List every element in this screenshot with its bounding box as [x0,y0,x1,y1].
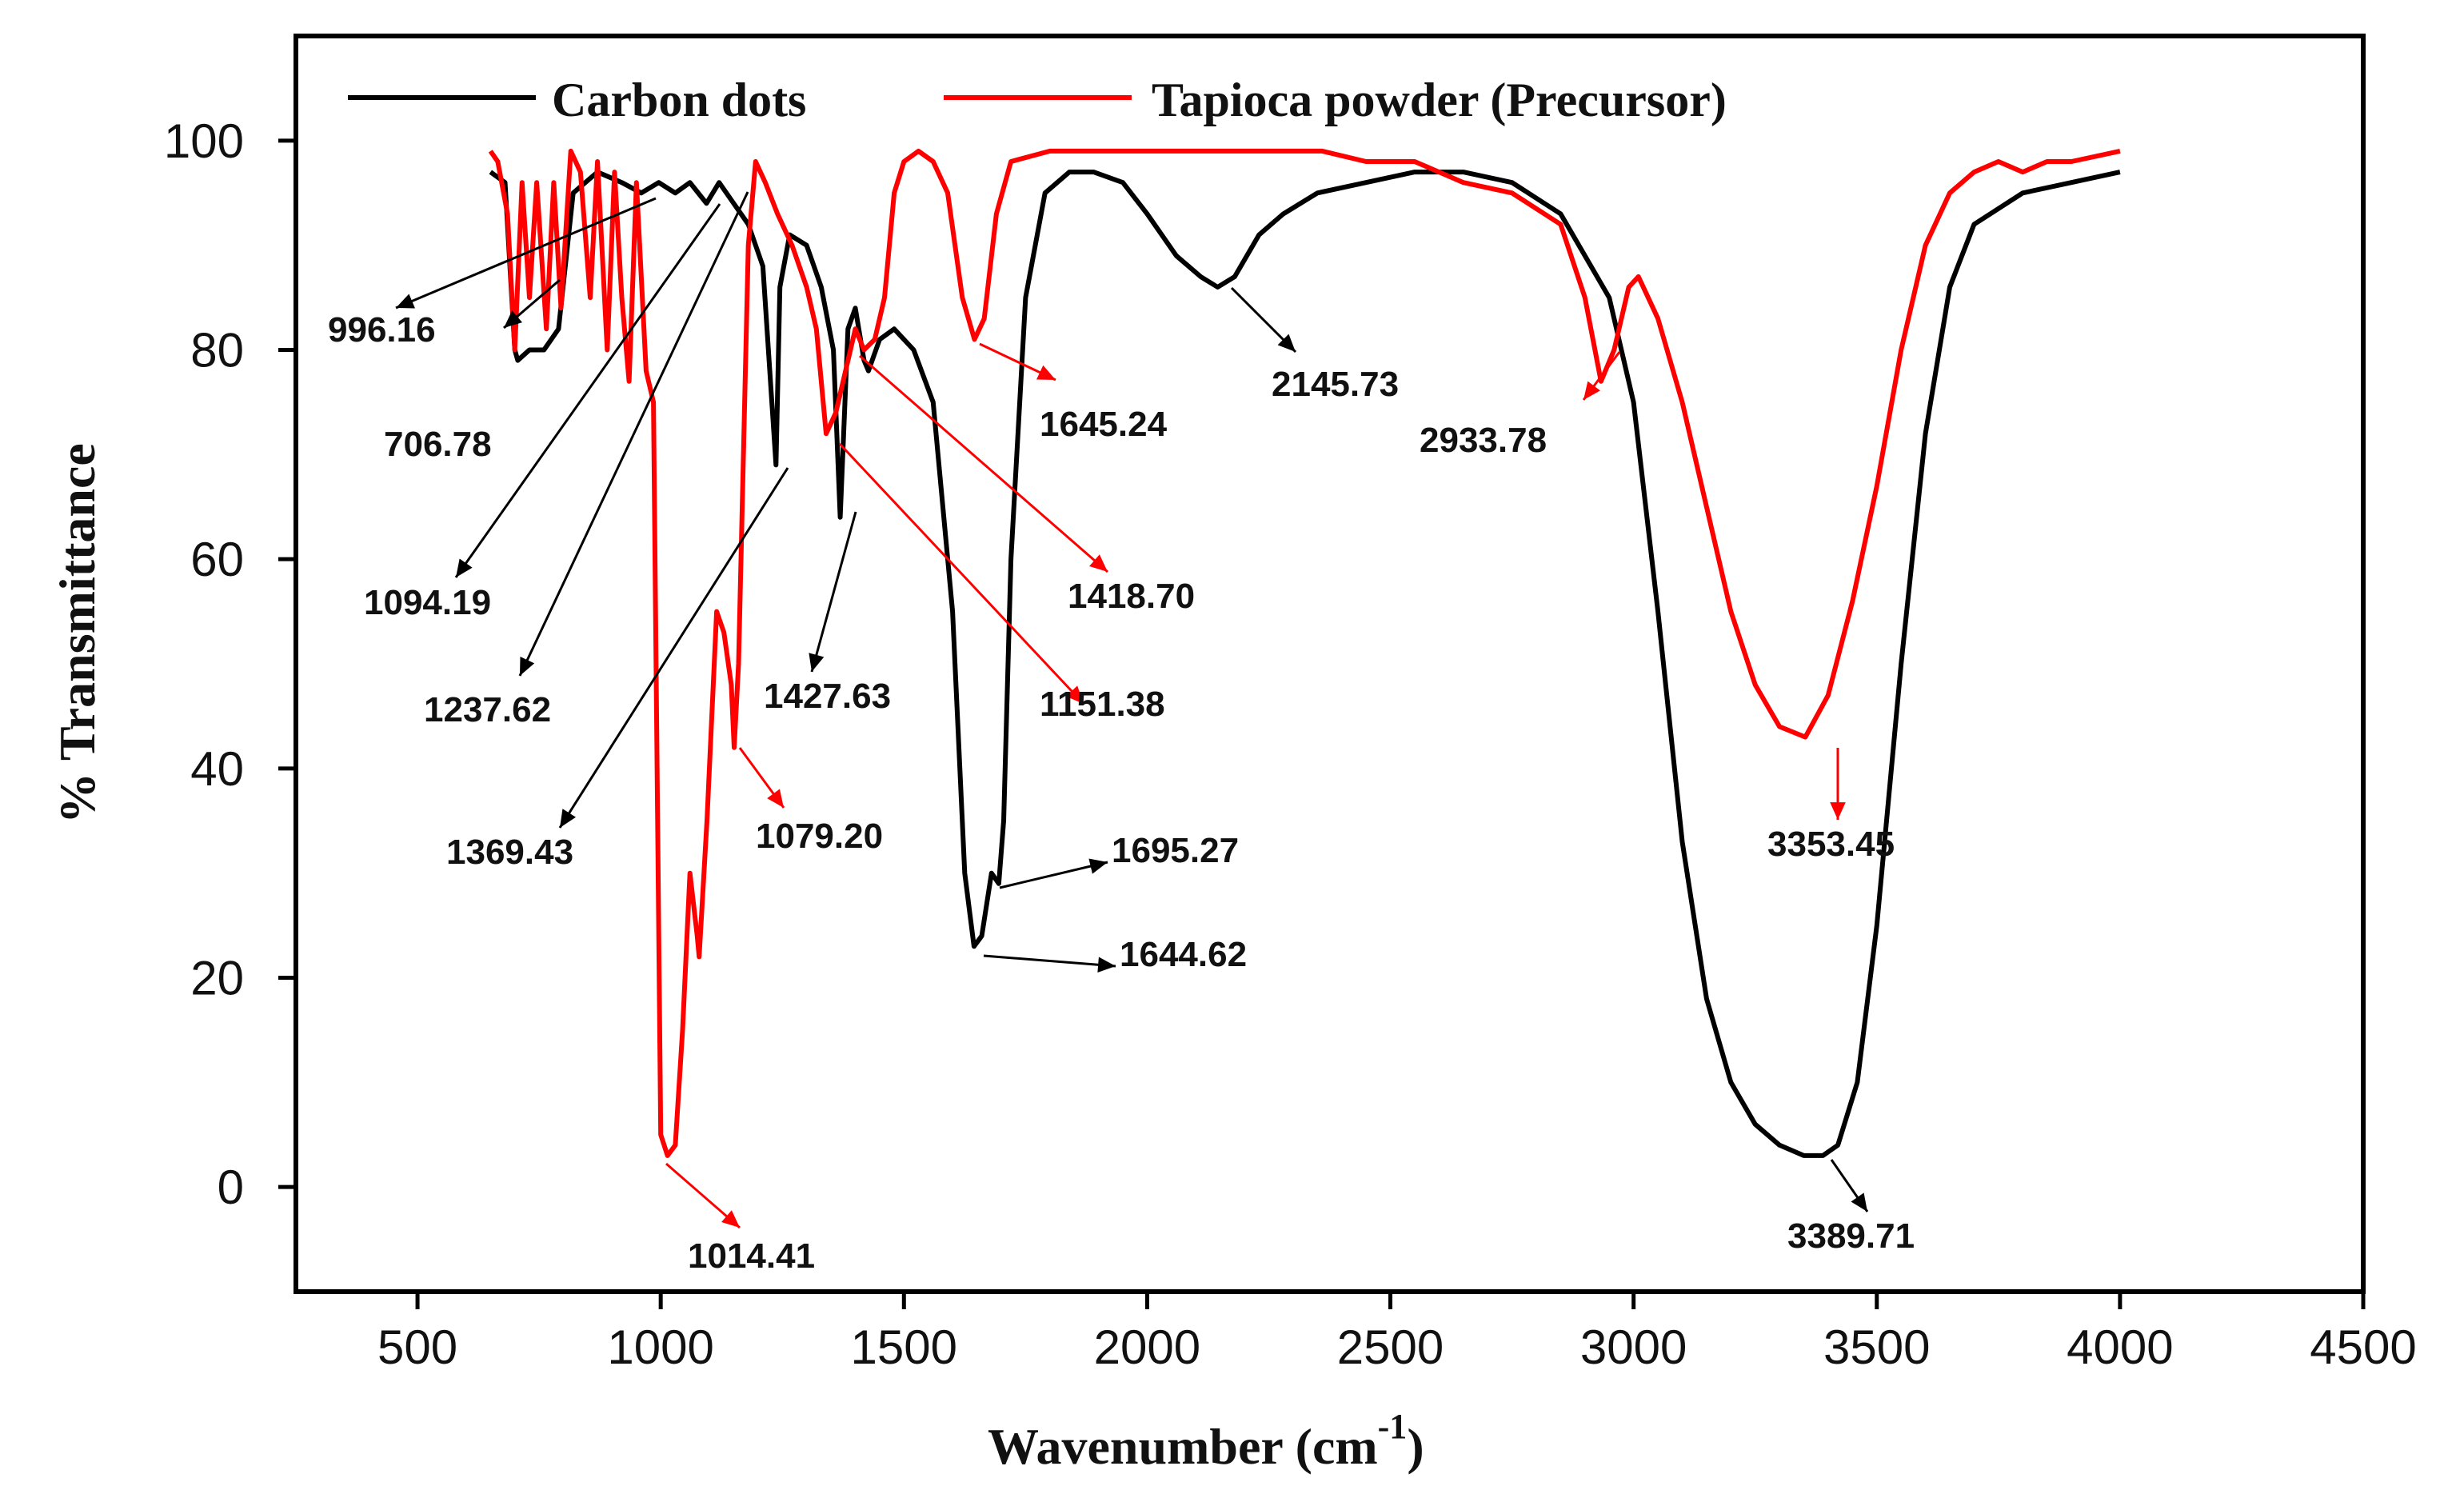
y-tick-label: 80 [190,324,244,377]
annotation-arrowhead [1583,381,1600,400]
x-tick-label: 2500 [1337,1320,1444,1374]
x-tick-label: 4000 [2067,1320,2173,1374]
x-axis-title: Wavenumber (cm-1) [988,1407,1424,1475]
annotation-arrow-line [518,191,749,677]
ticks-layer: 500 1000 1500 2000 2500 3000 3500 4000 4500 0 20 40… [164,114,2417,1374]
annotation-arrow-line [838,442,1085,705]
y-tick-label: 60 [190,533,244,586]
annotation-arrowhead [1277,334,1296,352]
x-tick-label: 3500 [1823,1320,1930,1374]
annotation-label: 1418.70 [1068,577,1195,616]
annotation-arrow-line [859,354,1108,573]
annotation-label: 2145.73 [1272,365,1399,404]
annotation-label: 2933.78 [1420,421,1547,460]
x-tick-label: 1500 [851,1320,957,1374]
annotation-label: 3389.71 [1787,1216,1915,1256]
annotation-arrow-line [999,861,1108,889]
legend-label-carbon-dots: Carbon dots [552,74,806,126]
annotation-label: 1427.63 [764,677,891,716]
annotation-arrowhead [1089,554,1108,572]
annotation-arrow-line [810,511,857,673]
annotation-arrowhead [1088,858,1108,874]
annotation-arrowhead [1097,957,1116,973]
annotation-arrowhead [396,294,415,309]
x-axis-title-close: ) [1407,1418,1424,1475]
annotation-label: 1094.19 [364,583,491,622]
y-tick-label: 100 [164,114,244,168]
annotation-label: 996.16 [328,310,436,350]
annotation-label: 706.78 [384,425,492,464]
legend: Carbon dots Tapioca powder (Precursor) [348,74,1727,126]
y-tick-label: 20 [190,952,244,1005]
annotation-label: 1237.62 [424,690,551,729]
annotation-label: 1645.24 [1040,405,1168,444]
annotation-label: 1695.27 [1112,831,1239,870]
annotation-arrowhead [504,310,523,328]
annotation-arrowhead [721,1210,740,1228]
series-layer [488,148,2121,1158]
annotation-arrowhead [1830,802,1846,820]
annotation-arrowhead [809,653,825,672]
annotation-arrowhead [767,789,784,808]
y-tick-label: 40 [190,742,244,796]
annotation-arrowhead [456,558,473,577]
annotations-layer: 996.16 706.78 1094.19 1237.62 1369.43 1427.63… [328,191,1915,1276]
annotation-label: 3353.45 [1767,825,1895,864]
legend-label-tapioca: Tapioca powder (Precursor) [1152,74,1727,126]
annotation-label: 1151.38 [1040,685,1165,724]
annotation-label: 1014.41 [688,1236,815,1276]
annotation-label: 1644.62 [1120,935,1247,974]
annotation-arrow-line [983,954,1116,968]
x-tick-label: 3000 [1580,1320,1687,1374]
annotation-arrowhead [1065,685,1084,704]
y-tick-label: 0 [218,1160,244,1214]
x-tick-label: 2000 [1094,1320,1200,1374]
series-line-carbon-dots [489,170,2121,1158]
annotation-arrowhead [520,657,535,676]
annotation-arrowhead [560,809,576,828]
annotation-arrow-line [454,203,721,578]
annotation-arrowhead [1851,1192,1867,1212]
x-axis-title-exponent: -1 [1378,1407,1408,1446]
annotation-arrowhead [1036,365,1056,380]
annotation-arrow-line [395,197,657,310]
x-tick-label: 1000 [607,1320,713,1374]
x-tick-label: 500 [377,1320,457,1374]
annotation-label: 1369.43 [446,833,573,872]
plot-frame [294,34,2366,1294]
annotation-arrow-line [558,467,789,829]
annotation-label: 1079.20 [756,817,883,856]
x-axis-title-main: Wavenumber (cm [988,1418,1378,1475]
x-tick-label: 4500 [2310,1320,2416,1374]
series-line-tapioca [488,148,2121,1158]
y-axis-title: % Transmittance [49,443,106,824]
